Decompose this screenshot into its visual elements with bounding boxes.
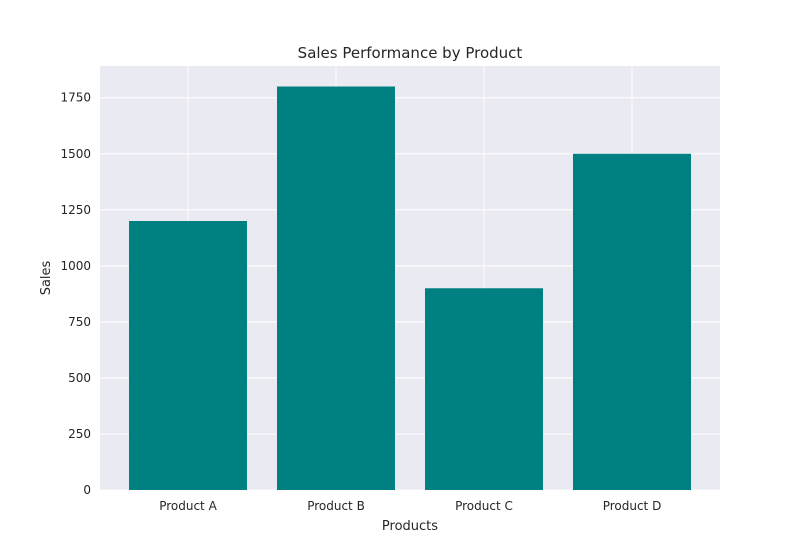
y-tick-label: 250	[68, 427, 91, 441]
x-tick-label: Product B	[307, 499, 365, 513]
bar-product-d	[573, 153, 691, 491]
x-axis-label: Products	[382, 519, 438, 534]
x-tick-label: Product D	[603, 499, 662, 513]
y-axis-ticks: 0 250 500 750 1000 1250 1500 1750	[60, 91, 91, 497]
chart-title: Sales Performance by Product	[298, 44, 523, 62]
y-tick-label: 1250	[60, 203, 91, 217]
y-tick-label: 750	[68, 315, 91, 329]
y-axis-label: Sales	[39, 260, 54, 295]
y-tick-label: 0	[83, 483, 91, 497]
y-tick-label: 1500	[60, 147, 91, 161]
bar-product-c	[425, 288, 543, 490]
y-tick-label: 1750	[60, 91, 91, 105]
bar-product-b	[277, 86, 395, 490]
bars	[129, 86, 691, 491]
y-tick-label: 1000	[60, 259, 91, 273]
x-tick-label: Product C	[455, 499, 513, 513]
bar-product-a	[129, 221, 247, 490]
x-tick-label: Product A	[159, 499, 217, 513]
x-axis-ticks: Product A Product B Product C Product D	[159, 499, 661, 513]
y-tick-label: 500	[68, 371, 91, 385]
